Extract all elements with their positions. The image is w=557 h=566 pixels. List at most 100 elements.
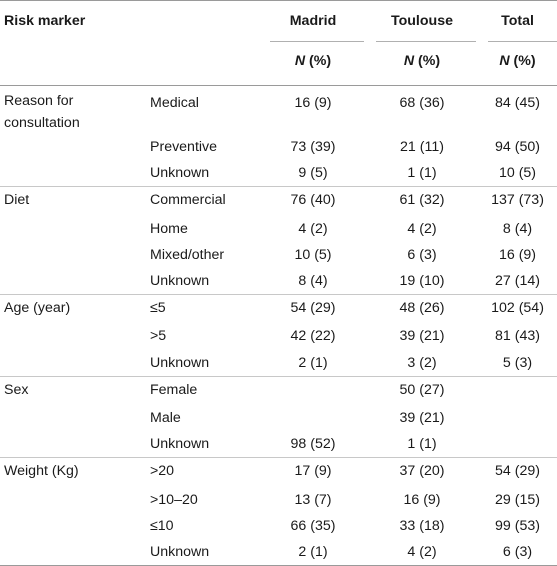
total-value: 27 (14)	[478, 268, 557, 296]
table-row: Age (year) ≤5 54 (29) 48 (26) 102 (54)	[0, 295, 557, 324]
total-value: 10 (5)	[478, 160, 557, 188]
table-row: Weight (Kg) >20 17 (9) 37 (20) 54 (29)	[0, 458, 557, 487]
table-row: Unknown 2 (1) 3 (2) 5 (3)	[0, 349, 557, 377]
risk-level-label: >20	[150, 463, 175, 480]
risk-level-label: Home	[150, 220, 188, 237]
table-row: >10–20 13 (7) 16 (9) 29 (15)	[0, 487, 557, 513]
total-value: 6 (3)	[478, 538, 557, 566]
total-value: 84 (45)	[495, 95, 540, 111]
risk-level-label: >10–20	[150, 491, 198, 508]
risk-marker-label: Diet	[4, 192, 30, 209]
madrid-value: 16 (9)	[294, 95, 332, 111]
risk-level-label: Medical	[150, 95, 199, 111]
table-row: Unknown 9 (5) 1 (1) 10 (5)	[0, 160, 557, 188]
total-value: 16 (9)	[498, 246, 537, 263]
risk-level-label: Preventive	[150, 139, 218, 155]
table-row: Unknown 2 (1) 4 (2) 6 (3)	[0, 538, 557, 566]
madrid-value: 8 (4)	[260, 268, 366, 296]
madrid-value	[260, 405, 366, 431]
madrid-value: 76 (40)	[290, 192, 336, 209]
risk-level-label: Female	[150, 381, 198, 398]
table-row: Home 4 (2) 4 (2) 8 (4)	[0, 216, 557, 242]
risk-level-label: Unknown	[142, 160, 260, 188]
risk-level-label: ≤5	[150, 300, 166, 317]
total-value: 99 (53)	[495, 517, 540, 534]
toulouse-value: 37 (20)	[399, 463, 445, 480]
toulouse-value: 39 (21)	[399, 328, 445, 345]
toulouse-value: 3 (2)	[366, 349, 478, 377]
toulouse-value: 33 (18)	[399, 517, 445, 534]
madrid-value	[260, 376, 366, 405]
madrid-value: 13 (7)	[294, 491, 332, 508]
toulouse-value: 1 (1)	[366, 160, 478, 188]
table-row: Male 39 (21)	[0, 405, 557, 431]
madrid-value: 54 (29)	[290, 300, 336, 317]
total-value: 102 (54)	[491, 300, 544, 317]
risk-marker-label: Reason for consultation	[4, 93, 80, 131]
risk-marker-label: Age (year)	[4, 300, 71, 317]
table-row: >5 42 (22) 39 (21) 81 (43)	[0, 323, 557, 349]
header-risk-marker: Risk marker	[0, 0, 142, 41]
madrid-value: 73 (39)	[290, 139, 336, 155]
madrid-value: 2 (1)	[260, 538, 366, 566]
toulouse-value: 61 (32)	[399, 192, 445, 209]
table-row: Preventive 73 (39) 21 (11) 94 (50)	[0, 134, 557, 160]
toulouse-value: 1 (1)	[366, 431, 478, 459]
total-value: 54 (29)	[495, 463, 540, 480]
total-value: 81 (43)	[495, 328, 540, 345]
risk-level-label: Commercial	[150, 192, 226, 209]
header-total: Total	[478, 0, 557, 41]
toulouse-value: 19 (10)	[366, 268, 478, 296]
total-value	[478, 376, 557, 405]
madrid-value: 17 (9)	[294, 463, 332, 480]
madrid-value: 10 (5)	[294, 246, 332, 263]
risk-level-label: >5	[150, 328, 167, 345]
toulouse-value: 50 (27)	[399, 381, 445, 398]
subheader-madrid: N (%)	[260, 41, 366, 86]
table-row: Unknown 8 (4) 19 (10) 27 (14)	[0, 268, 557, 296]
madrid-value: 9 (5)	[260, 160, 366, 188]
total-value: 8 (4)	[502, 220, 533, 237]
table-row: Unknown 98 (52) 1 (1)	[0, 431, 557, 459]
table-row: ≤10 66 (35) 33 (18) 99 (53)	[0, 513, 557, 539]
table-header: Risk marker Madrid Toulouse Total N (%) …	[0, 0, 557, 86]
total-value: 94 (50)	[495, 139, 540, 155]
risk-level-label: Mixed/other	[150, 246, 225, 263]
toulouse-value: 68 (36)	[399, 95, 445, 111]
risk-level-label: ≤10	[150, 517, 174, 534]
total-value: 137 (73)	[491, 192, 544, 209]
toulouse-value: 16 (9)	[403, 491, 441, 508]
risk-marker-label: Sex	[4, 381, 29, 398]
risk-level-label: Male	[150, 409, 181, 426]
subheader-toulouse: N (%)	[366, 41, 478, 86]
subheader-total: N (%)	[478, 41, 557, 86]
risk-marker-label: Weight (Kg)	[4, 463, 79, 480]
risk-level-label: Unknown	[142, 349, 260, 377]
toulouse-value: 4 (2)	[366, 538, 478, 566]
madrid-value: 42 (22)	[290, 328, 336, 345]
table-row: Mixed/other 10 (5) 6 (3) 16 (9)	[0, 242, 557, 268]
madrid-value: 2 (1)	[260, 349, 366, 377]
total-value: 29 (15)	[495, 491, 540, 508]
risk-level-label: Unknown	[142, 431, 260, 459]
header-toulouse: Toulouse	[366, 0, 478, 41]
table-row: Sex Female 50 (27)	[0, 376, 557, 405]
toulouse-value: 39 (21)	[399, 409, 445, 426]
toulouse-value: 48 (26)	[399, 300, 445, 317]
toulouse-value: 4 (2)	[407, 220, 437, 237]
total-value: 5 (3)	[478, 349, 557, 377]
table-row: Reason for consultation Medical 16 (9) 68 (…	[0, 86, 557, 135]
total-value	[478, 431, 557, 459]
header-madrid: Madrid	[260, 0, 366, 41]
total-value	[478, 405, 557, 431]
risk-level-label: Unknown	[142, 538, 260, 566]
madrid-value: 4 (2)	[298, 220, 328, 237]
toulouse-value: 21 (11)	[400, 139, 444, 155]
risk-level-label: Unknown	[142, 268, 260, 296]
madrid-value: 66 (35)	[290, 517, 336, 534]
table-body: Reason for consultation Medical 16 (9) 68 (…	[0, 86, 557, 566]
madrid-value: 98 (52)	[260, 431, 366, 459]
toulouse-value: 6 (3)	[407, 246, 437, 263]
